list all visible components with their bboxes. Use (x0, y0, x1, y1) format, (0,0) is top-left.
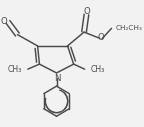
Text: CH₂CH₃: CH₂CH₃ (116, 25, 143, 31)
Text: O: O (1, 17, 8, 26)
Text: CH₃: CH₃ (7, 65, 22, 74)
Text: N: N (54, 74, 60, 83)
Text: O: O (84, 7, 90, 16)
Text: CH₃: CH₃ (91, 65, 105, 74)
Text: O: O (98, 33, 105, 42)
